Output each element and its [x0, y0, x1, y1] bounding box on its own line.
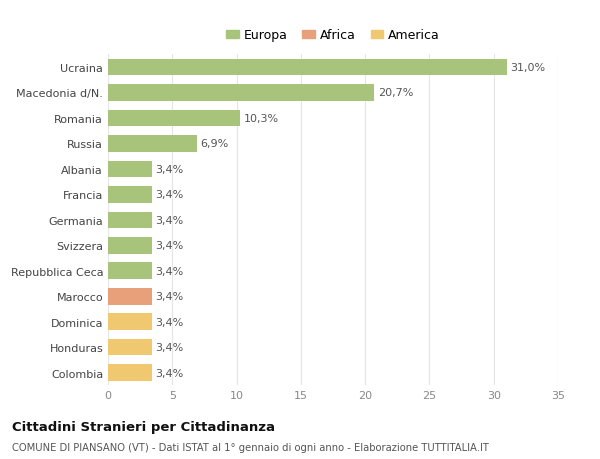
- Bar: [108, 364, 152, 381]
- Bar: [108, 237, 152, 254]
- Text: 31,0%: 31,0%: [511, 63, 545, 73]
- Text: 10,3%: 10,3%: [244, 114, 280, 123]
- Text: 3,4%: 3,4%: [155, 317, 184, 327]
- Bar: [108, 187, 152, 203]
- Text: 3,4%: 3,4%: [155, 215, 184, 225]
- Bar: [108, 110, 241, 127]
- Bar: [108, 263, 152, 280]
- Bar: [108, 60, 506, 76]
- Text: 6,9%: 6,9%: [200, 139, 229, 149]
- Bar: [108, 85, 374, 101]
- Text: 3,4%: 3,4%: [155, 291, 184, 302]
- Text: Cittadini Stranieri per Cittadinanza: Cittadini Stranieri per Cittadinanza: [12, 420, 275, 433]
- Text: 3,4%: 3,4%: [155, 368, 184, 378]
- Bar: [108, 161, 152, 178]
- Text: 20,7%: 20,7%: [378, 88, 413, 98]
- Legend: Europa, Africa, America: Europa, Africa, America: [226, 29, 440, 42]
- Bar: [108, 136, 197, 152]
- Bar: [108, 288, 152, 305]
- Bar: [108, 314, 152, 330]
- Text: COMUNE DI PIANSANO (VT) - Dati ISTAT al 1° gennaio di ogni anno - Elaborazione T: COMUNE DI PIANSANO (VT) - Dati ISTAT al …: [12, 442, 489, 452]
- Text: 3,4%: 3,4%: [155, 164, 184, 174]
- Text: 3,4%: 3,4%: [155, 342, 184, 353]
- Text: 3,4%: 3,4%: [155, 190, 184, 200]
- Text: 3,4%: 3,4%: [155, 266, 184, 276]
- Bar: [108, 212, 152, 229]
- Bar: [108, 339, 152, 356]
- Text: 3,4%: 3,4%: [155, 241, 184, 251]
